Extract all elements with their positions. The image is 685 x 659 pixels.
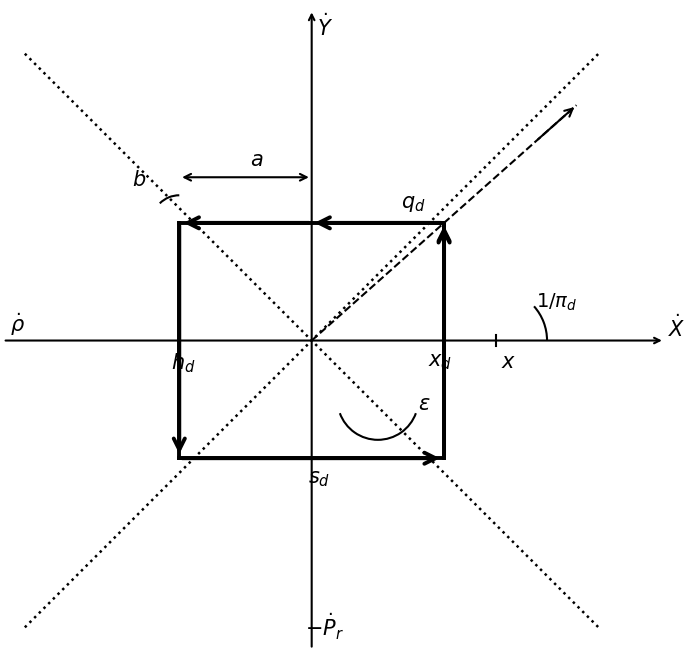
Text: $-\dot{P}_r$: $-\dot{P}_r$ [306, 612, 345, 642]
Text: $1/\pi_d$: $1/\pi_d$ [536, 292, 577, 313]
Text: $s_d$: $s_d$ [308, 469, 330, 489]
Text: $\varepsilon$: $\varepsilon$ [419, 394, 431, 415]
Text: $\dot{\rho}$: $\dot{\rho}$ [10, 311, 25, 337]
Text: $x$: $x$ [501, 351, 516, 372]
Text: $h_d$: $h_d$ [171, 351, 195, 375]
Text: $\dot{X}$: $\dot{X}$ [669, 314, 685, 341]
Text: $a$: $a$ [250, 150, 263, 170]
Text: $q_d$: $q_d$ [401, 194, 425, 214]
Text: $\dot{Y}$: $\dot{Y}$ [317, 13, 333, 40]
Text: $b$: $b$ [132, 170, 146, 190]
Text: $x_d$: $x_d$ [428, 351, 453, 372]
